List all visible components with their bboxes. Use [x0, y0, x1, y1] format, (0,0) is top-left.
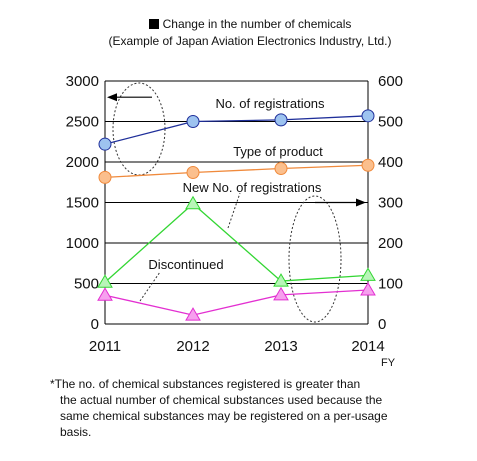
y-left-tick-label: 2500 [66, 114, 99, 131]
data-point [98, 137, 112, 151]
series-label: New No. of registrations [183, 180, 322, 195]
x-tick-label: 2014 [351, 338, 384, 355]
chart-title: Change in the number of chemicals (Examp… [70, 16, 430, 50]
y-right-tick-label: 300 [378, 195, 403, 212]
series-layer [97, 109, 376, 321]
y-right-tick-label: 400 [378, 154, 403, 171]
arrow-right-head-icon [356, 198, 366, 207]
footnote-line-4: basis. [60, 425, 92, 439]
y-left-tick-label: 3000 [66, 73, 99, 90]
x-axis-label: FY [381, 357, 396, 369]
y-right-tick-label: 500 [378, 114, 403, 131]
title-line-2: (Example of Japan Aviation Electronics I… [108, 34, 392, 48]
x-tick-label: 2013 [264, 338, 297, 355]
data-point [274, 113, 288, 127]
leader-discontinued [139, 271, 161, 302]
data-point [274, 161, 288, 175]
label-layer: 0 500 1000 1500 2000 2500 3000 0 100 200 300 400 500… [66, 73, 403, 369]
series-line-0 [104, 115, 369, 145]
y-left-tick-label: 0 [91, 316, 99, 333]
x-tick-label: 2012 [176, 338, 209, 355]
data-point [273, 286, 289, 301]
arrow-left-head-icon [107, 93, 117, 102]
series-label: Discontinued [148, 257, 223, 272]
x-tick-label: 2011 [89, 338, 121, 355]
y-right-tick-label: 600 [378, 73, 403, 90]
data-point [361, 109, 375, 123]
series-label: No. of registrations [215, 96, 325, 111]
leader-new-registrations [227, 192, 241, 229]
series-line-1 [104, 164, 369, 179]
series-line-2 [104, 202, 369, 283]
data-point [186, 166, 200, 180]
series-label: Type of product [233, 144, 323, 159]
data-point [185, 195, 201, 210]
footnote-line-3: same chemical substances may be register… [60, 409, 388, 423]
y-right-tick-label: 200 [378, 235, 403, 252]
y-left-tick-label: 1500 [66, 195, 99, 212]
data-point [273, 273, 289, 287]
y-right-tick-label: 100 [378, 276, 403, 293]
y-right-tick-label: 0 [378, 316, 386, 333]
y-left-tick-label: 500 [74, 276, 99, 293]
footnote: *The no. of chemical substances register… [50, 376, 460, 440]
title-text-1: Change in the number of chemicals [162, 17, 352, 31]
data-point [186, 115, 200, 128]
y-left-tick-label: 1000 [66, 235, 99, 252]
title-line-1: Change in the number of chemicals [70, 16, 430, 33]
data-point [360, 267, 376, 281]
footnote-line-1: *The no. of chemical substances register… [50, 377, 361, 391]
data-point [361, 158, 375, 172]
title-square-icon [148, 19, 159, 29]
data-point [98, 170, 112, 184]
data-point [360, 281, 376, 296]
data-point [97, 287, 113, 301]
data-point [185, 307, 201, 321]
y-left-tick-label: 2000 [66, 154, 99, 171]
dotted-ellipse-right [288, 195, 342, 323]
series-line-3 [104, 289, 369, 316]
footnote-line-2: the actual number of chemical substances… [60, 393, 383, 407]
